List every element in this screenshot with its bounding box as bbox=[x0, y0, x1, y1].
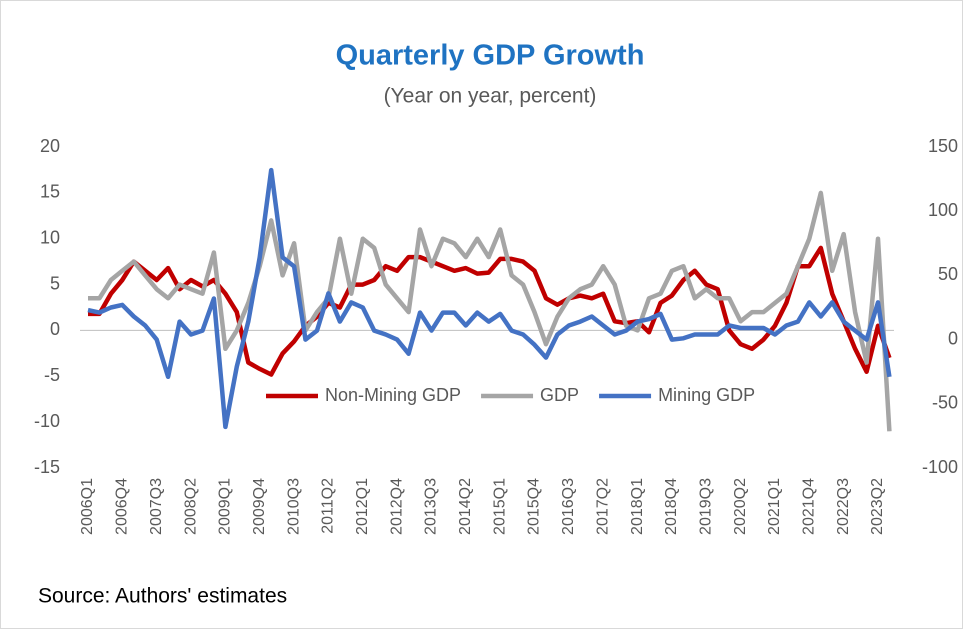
y-tick-label: 20 bbox=[40, 136, 60, 156]
x-tick-label: 2017Q2 bbox=[594, 478, 611, 535]
y2-tick-label: -50 bbox=[932, 393, 958, 413]
x-tick-label: 2022Q3 bbox=[835, 478, 852, 535]
y-tick-label: 0 bbox=[50, 319, 60, 339]
x-tick-label: 2009Q4 bbox=[251, 478, 268, 535]
x-tick-label: 2020Q2 bbox=[732, 478, 749, 535]
x-tick-label: 2023Q2 bbox=[869, 478, 886, 535]
x-tick-label: 2007Q3 bbox=[148, 478, 165, 535]
chart-subtitle: (Year on year, percent) bbox=[384, 85, 597, 108]
x-tick-label: 2014Q2 bbox=[457, 478, 474, 535]
y-tick-label: -10 bbox=[34, 411, 60, 431]
y2-tick-label: 100 bbox=[928, 200, 958, 220]
x-tick-label: 2021Q1 bbox=[766, 478, 783, 535]
legend-label: Non-Mining GDP bbox=[325, 385, 461, 405]
y2-tick-label: 50 bbox=[938, 264, 958, 284]
x-tick-label: 2009Q1 bbox=[217, 478, 234, 535]
x-tick-label: 2021Q4 bbox=[801, 478, 818, 535]
y-tick-label: 5 bbox=[50, 273, 60, 293]
x-tick-label: 2006Q1 bbox=[79, 478, 96, 535]
legend-label: Mining GDP bbox=[658, 385, 755, 405]
y-tick-label: -5 bbox=[44, 365, 60, 385]
x-tick-label: 2011Q2 bbox=[320, 478, 337, 534]
x-tick-label: 2019Q3 bbox=[697, 478, 714, 535]
x-tick-label: 2008Q2 bbox=[182, 478, 199, 535]
y-tick-label: 10 bbox=[40, 227, 60, 247]
x-tick-label: 2015Q4 bbox=[526, 478, 543, 535]
x-tick-label: 2018Q4 bbox=[663, 478, 680, 535]
y2-tick-label: 150 bbox=[928, 136, 958, 156]
x-tick-label: 2018Q1 bbox=[629, 478, 646, 535]
y2-tick-label: -100 bbox=[922, 457, 958, 477]
x-tick-label: 2016Q3 bbox=[560, 478, 577, 535]
x-tick-label: 2006Q4 bbox=[114, 478, 131, 535]
x-tick-label: 2013Q3 bbox=[423, 478, 440, 535]
legend-label: GDP bbox=[540, 385, 579, 405]
y2-tick-label: 0 bbox=[948, 328, 958, 348]
series-line bbox=[88, 245, 892, 377]
x-tick-label: 2015Q1 bbox=[491, 478, 508, 535]
y-tick-label: -15 bbox=[34, 457, 60, 477]
series-line bbox=[87, 167, 892, 430]
x-tick-label: 2012Q1 bbox=[354, 478, 371, 535]
y-tick-label: 15 bbox=[40, 182, 60, 202]
x-tick-label: 2010Q3 bbox=[285, 478, 302, 535]
x-tick-label: 2012Q4 bbox=[388, 478, 405, 535]
source-note: Source: Authors' estimates bbox=[38, 585, 287, 608]
series-line bbox=[88, 190, 892, 432]
chart-title: Quarterly GDP Growth bbox=[336, 40, 645, 72]
